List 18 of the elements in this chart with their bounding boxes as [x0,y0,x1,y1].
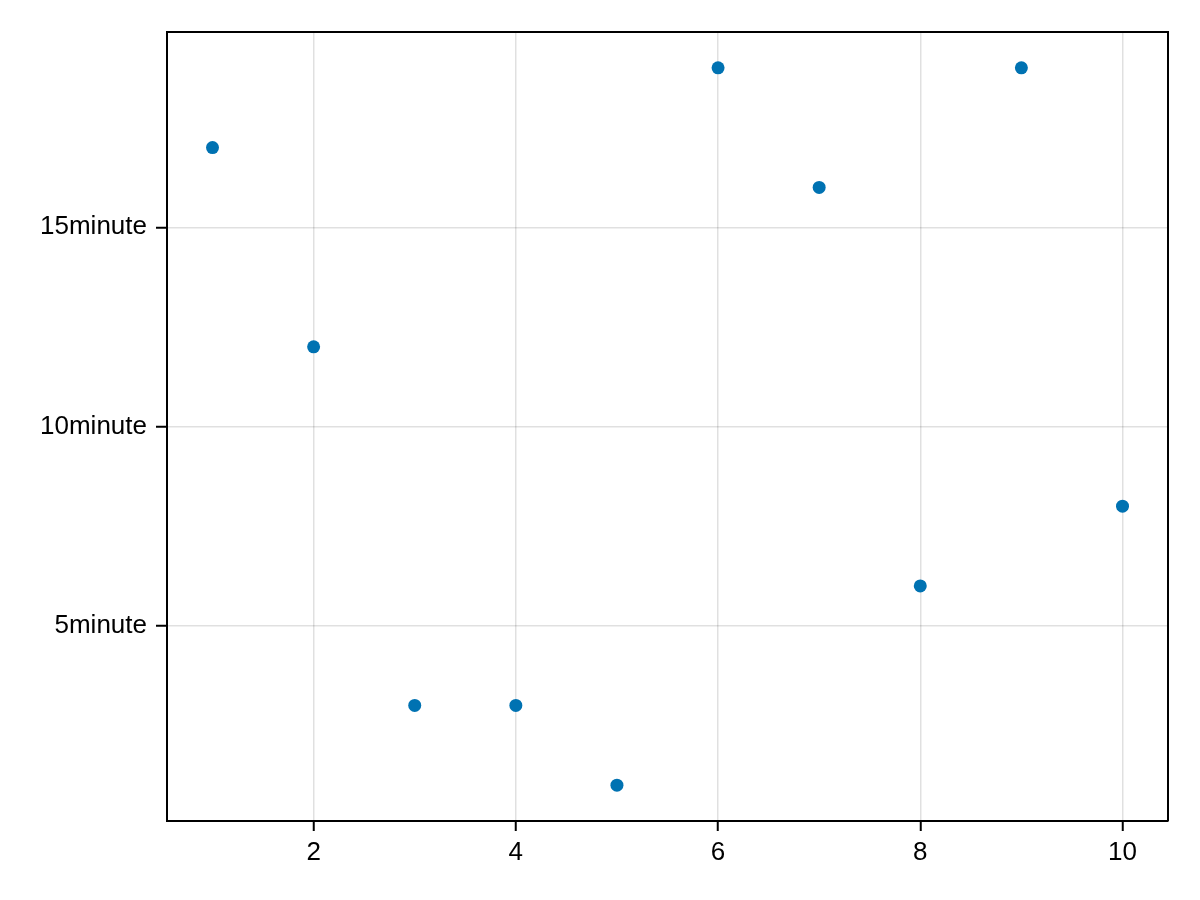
point [408,698,422,712]
point [711,61,725,75]
point [509,698,523,712]
x-tick-label: 10 [1108,835,1137,866]
point [1014,61,1028,75]
point [610,778,624,792]
y-tick-label: 15minute [40,210,147,241]
x-tick-label: 4 [508,835,524,866]
x-tick-label: 8 [913,835,928,866]
point [812,180,826,194]
point [1116,499,1129,513]
x-tick-label: 6 [710,835,726,866]
y-tick-label: 5minute [54,608,147,639]
point [913,579,927,593]
point [206,141,219,155]
y-tick-label: 10minute [40,409,147,440]
x-tick-label: 2 [306,835,321,866]
point [307,340,321,354]
